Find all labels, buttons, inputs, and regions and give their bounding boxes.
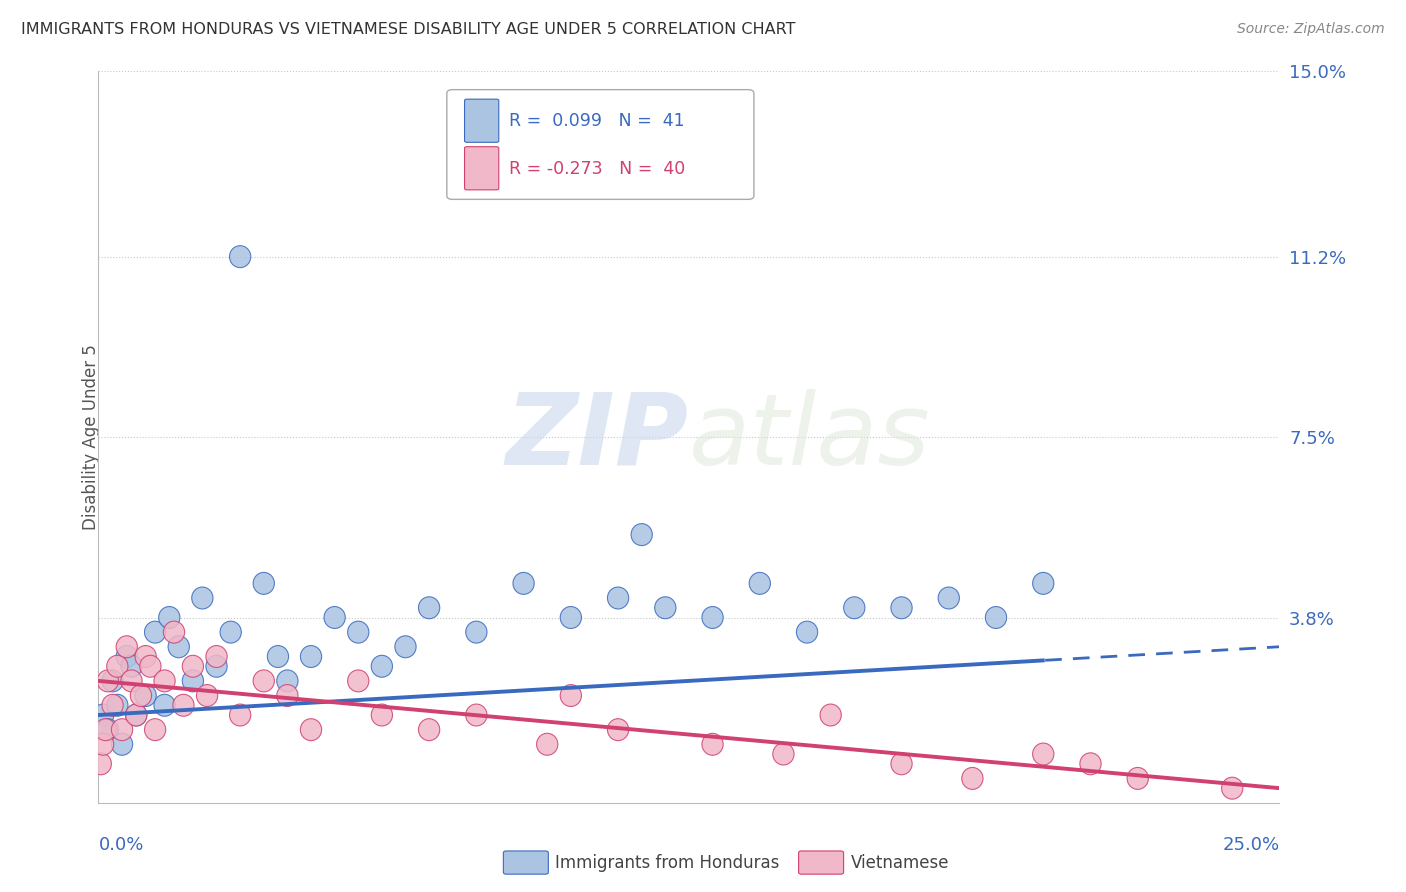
Ellipse shape <box>1128 767 1149 789</box>
Ellipse shape <box>159 607 180 629</box>
Ellipse shape <box>891 597 912 619</box>
Ellipse shape <box>267 646 288 667</box>
Ellipse shape <box>513 573 534 594</box>
Ellipse shape <box>371 656 392 677</box>
Ellipse shape <box>844 597 865 619</box>
Ellipse shape <box>560 684 582 706</box>
Ellipse shape <box>301 719 322 740</box>
Ellipse shape <box>169 636 190 657</box>
Ellipse shape <box>773 743 794 765</box>
Ellipse shape <box>1032 743 1054 765</box>
Ellipse shape <box>891 753 912 775</box>
Ellipse shape <box>107 656 128 677</box>
Ellipse shape <box>1222 777 1243 799</box>
Ellipse shape <box>537 733 558 756</box>
Ellipse shape <box>117 646 138 667</box>
Ellipse shape <box>938 587 959 609</box>
Ellipse shape <box>607 719 628 740</box>
Ellipse shape <box>371 704 392 726</box>
Ellipse shape <box>347 621 368 643</box>
Ellipse shape <box>93 733 114 756</box>
Ellipse shape <box>125 704 146 726</box>
Text: Source: ZipAtlas.com: Source: ZipAtlas.com <box>1237 22 1385 37</box>
Ellipse shape <box>419 597 440 619</box>
Ellipse shape <box>103 670 124 692</box>
Ellipse shape <box>205 656 228 677</box>
Ellipse shape <box>631 524 652 546</box>
Ellipse shape <box>465 704 486 726</box>
Ellipse shape <box>153 694 176 716</box>
Ellipse shape <box>97 719 118 740</box>
Ellipse shape <box>145 719 166 740</box>
Text: ZIP: ZIP <box>506 389 689 485</box>
Ellipse shape <box>183 670 204 692</box>
Ellipse shape <box>131 684 152 706</box>
Ellipse shape <box>153 670 176 692</box>
Text: 0.0%: 0.0% <box>98 836 143 854</box>
Ellipse shape <box>191 587 212 609</box>
Ellipse shape <box>347 670 368 692</box>
Ellipse shape <box>121 670 142 692</box>
FancyBboxPatch shape <box>464 146 499 190</box>
Ellipse shape <box>560 607 582 629</box>
Ellipse shape <box>183 656 204 677</box>
Ellipse shape <box>1080 753 1101 775</box>
Ellipse shape <box>135 646 156 667</box>
Ellipse shape <box>121 656 142 677</box>
Ellipse shape <box>607 587 628 609</box>
Ellipse shape <box>111 719 132 740</box>
Ellipse shape <box>117 636 138 657</box>
Text: 25.0%: 25.0% <box>1222 836 1279 854</box>
Ellipse shape <box>103 694 124 716</box>
Ellipse shape <box>229 245 250 268</box>
Ellipse shape <box>125 704 146 726</box>
Ellipse shape <box>94 719 117 740</box>
Ellipse shape <box>253 573 274 594</box>
Ellipse shape <box>655 597 676 619</box>
Text: R =  0.099   N =  41: R = 0.099 N = 41 <box>509 112 685 130</box>
Ellipse shape <box>197 684 218 706</box>
Ellipse shape <box>962 767 983 789</box>
Ellipse shape <box>139 656 162 677</box>
Ellipse shape <box>820 704 841 726</box>
Ellipse shape <box>221 621 242 643</box>
Ellipse shape <box>107 694 128 716</box>
Text: Vietnamese: Vietnamese <box>851 854 949 871</box>
Y-axis label: Disability Age Under 5: Disability Age Under 5 <box>83 344 100 530</box>
Ellipse shape <box>749 573 770 594</box>
Ellipse shape <box>277 670 298 692</box>
Ellipse shape <box>395 636 416 657</box>
Ellipse shape <box>301 646 322 667</box>
Ellipse shape <box>277 684 298 706</box>
Text: atlas: atlas <box>689 389 931 485</box>
Ellipse shape <box>135 684 156 706</box>
Ellipse shape <box>1032 573 1054 594</box>
Ellipse shape <box>702 733 723 756</box>
Text: IMMIGRANTS FROM HONDURAS VS VIETNAMESE DISABILITY AGE UNDER 5 CORRELATION CHART: IMMIGRANTS FROM HONDURAS VS VIETNAMESE D… <box>21 22 796 37</box>
Ellipse shape <box>93 704 114 726</box>
Ellipse shape <box>173 694 194 716</box>
Ellipse shape <box>323 607 346 629</box>
Text: Immigrants from Honduras: Immigrants from Honduras <box>555 854 780 871</box>
Ellipse shape <box>229 704 250 726</box>
Ellipse shape <box>90 753 111 775</box>
Ellipse shape <box>145 621 166 643</box>
Ellipse shape <box>163 621 184 643</box>
Ellipse shape <box>419 719 440 740</box>
Ellipse shape <box>986 607 1007 629</box>
Ellipse shape <box>205 646 228 667</box>
Ellipse shape <box>97 670 118 692</box>
FancyBboxPatch shape <box>447 90 754 200</box>
FancyBboxPatch shape <box>464 99 499 143</box>
Ellipse shape <box>111 733 132 756</box>
Ellipse shape <box>796 621 818 643</box>
Ellipse shape <box>465 621 486 643</box>
Ellipse shape <box>253 670 274 692</box>
Ellipse shape <box>702 607 723 629</box>
Text: R = -0.273   N =  40: R = -0.273 N = 40 <box>509 160 686 178</box>
